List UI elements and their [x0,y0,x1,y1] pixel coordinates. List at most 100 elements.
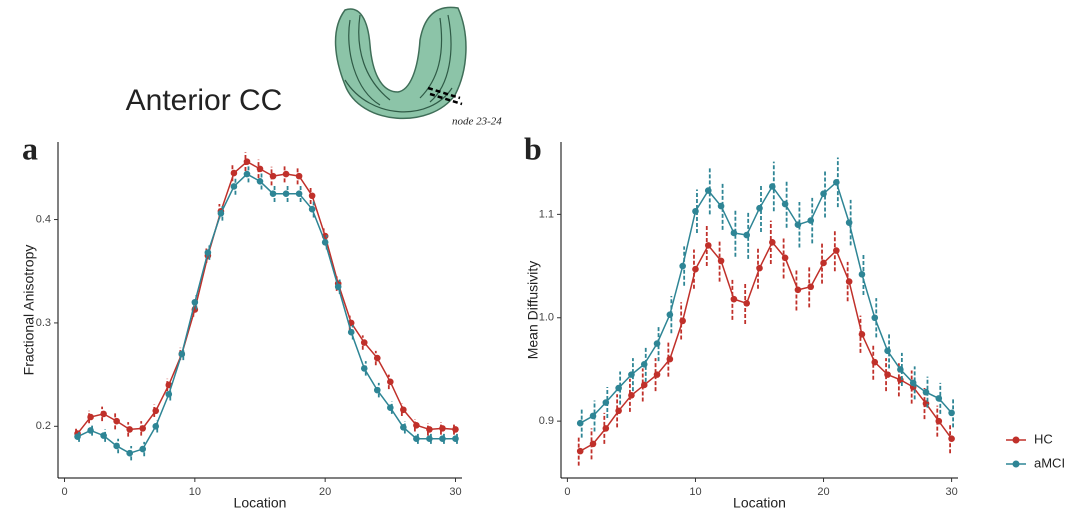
y-tick-label: 0.3 [36,317,51,329]
data-point [807,217,815,224]
data-point [909,379,917,387]
legend-label: HC [1034,431,1053,446]
x-tick-label: 20 [319,486,331,498]
data-point [308,205,316,213]
data-point [295,172,303,180]
series [576,220,955,466]
data-point [602,399,610,406]
data-point [387,378,394,386]
data-point [100,432,107,439]
series-line [579,180,953,424]
data-point [373,354,381,362]
data-point [769,238,776,246]
data-point [360,339,368,346]
data-point [426,435,433,443]
data-point [666,311,674,318]
series-line [77,173,456,455]
series-line [76,160,456,435]
x-tick-label: 10 [689,486,701,498]
y-tick-label: 0.2 [36,420,51,432]
tract-illustration [334,6,467,120]
data-point [113,417,120,425]
data-point [165,390,173,398]
data-point [230,169,238,177]
data-point [807,283,815,291]
data-point [256,165,264,173]
data-point [820,259,827,267]
series [74,152,459,439]
data-point [730,229,738,237]
data-point [334,283,342,291]
data-point [871,314,879,322]
data-point [217,210,225,217]
data-point [884,347,891,355]
data-point [589,412,597,420]
data-point [640,381,648,389]
data-point [756,264,763,272]
data-point [295,190,303,197]
data-point [269,190,277,197]
data-point [935,395,943,402]
data-point [400,406,407,414]
data-point [243,170,251,178]
data-point [439,435,446,443]
data-point [935,417,943,425]
data-point [400,424,407,431]
legend-label: aMCI [1034,455,1065,470]
data-point [692,207,699,215]
x-tick-label: 30 [449,486,461,498]
x-axis-label: Location [234,495,287,511]
y-tick-label: 0.9 [539,415,554,427]
image-label: node 23-24 [452,116,502,128]
data-point [628,371,635,378]
data-point [165,381,173,389]
data-point [74,433,81,440]
legend-swatch [1012,436,1020,444]
data-point [845,278,853,285]
data-point [653,371,661,378]
data-point [347,328,355,336]
data-point [113,442,120,450]
data-point [321,238,329,246]
x-tick-label: 0 [564,486,570,498]
data-point [922,388,930,396]
data-point [256,177,264,185]
data-point [615,407,622,415]
panel-label: a [22,130,38,166]
data-point [653,340,661,347]
data-point [243,158,251,165]
data-point [452,435,459,443]
data-point [704,187,712,194]
data-point [640,360,648,368]
data-point [204,249,212,256]
data-point [781,254,789,262]
data-point [269,172,277,180]
data-point [152,407,160,415]
data-point [191,298,199,306]
data-point [704,242,712,249]
x-tick-label: 30 [945,486,957,498]
data-point [679,317,686,325]
data-point [139,425,147,432]
data-point [413,421,420,429]
data-point [178,350,186,358]
data-point [126,449,133,457]
series-line [579,240,953,452]
y-tick-label: 1.1 [539,208,554,220]
data-point [884,371,891,378]
data-point [589,440,597,448]
data-point [308,192,316,200]
data-point [717,202,725,210]
y-axis-label: Mean Diffusivity [525,261,541,360]
data-point [439,425,446,432]
data-point [897,366,904,373]
legend-swatch [1012,460,1020,468]
data-point [152,423,160,430]
data-point [948,435,955,443]
data-point [743,299,750,307]
data-point [282,190,290,197]
data-point [666,355,674,363]
data-point [602,425,610,432]
y-tick-label: 0.4 [36,213,51,225]
